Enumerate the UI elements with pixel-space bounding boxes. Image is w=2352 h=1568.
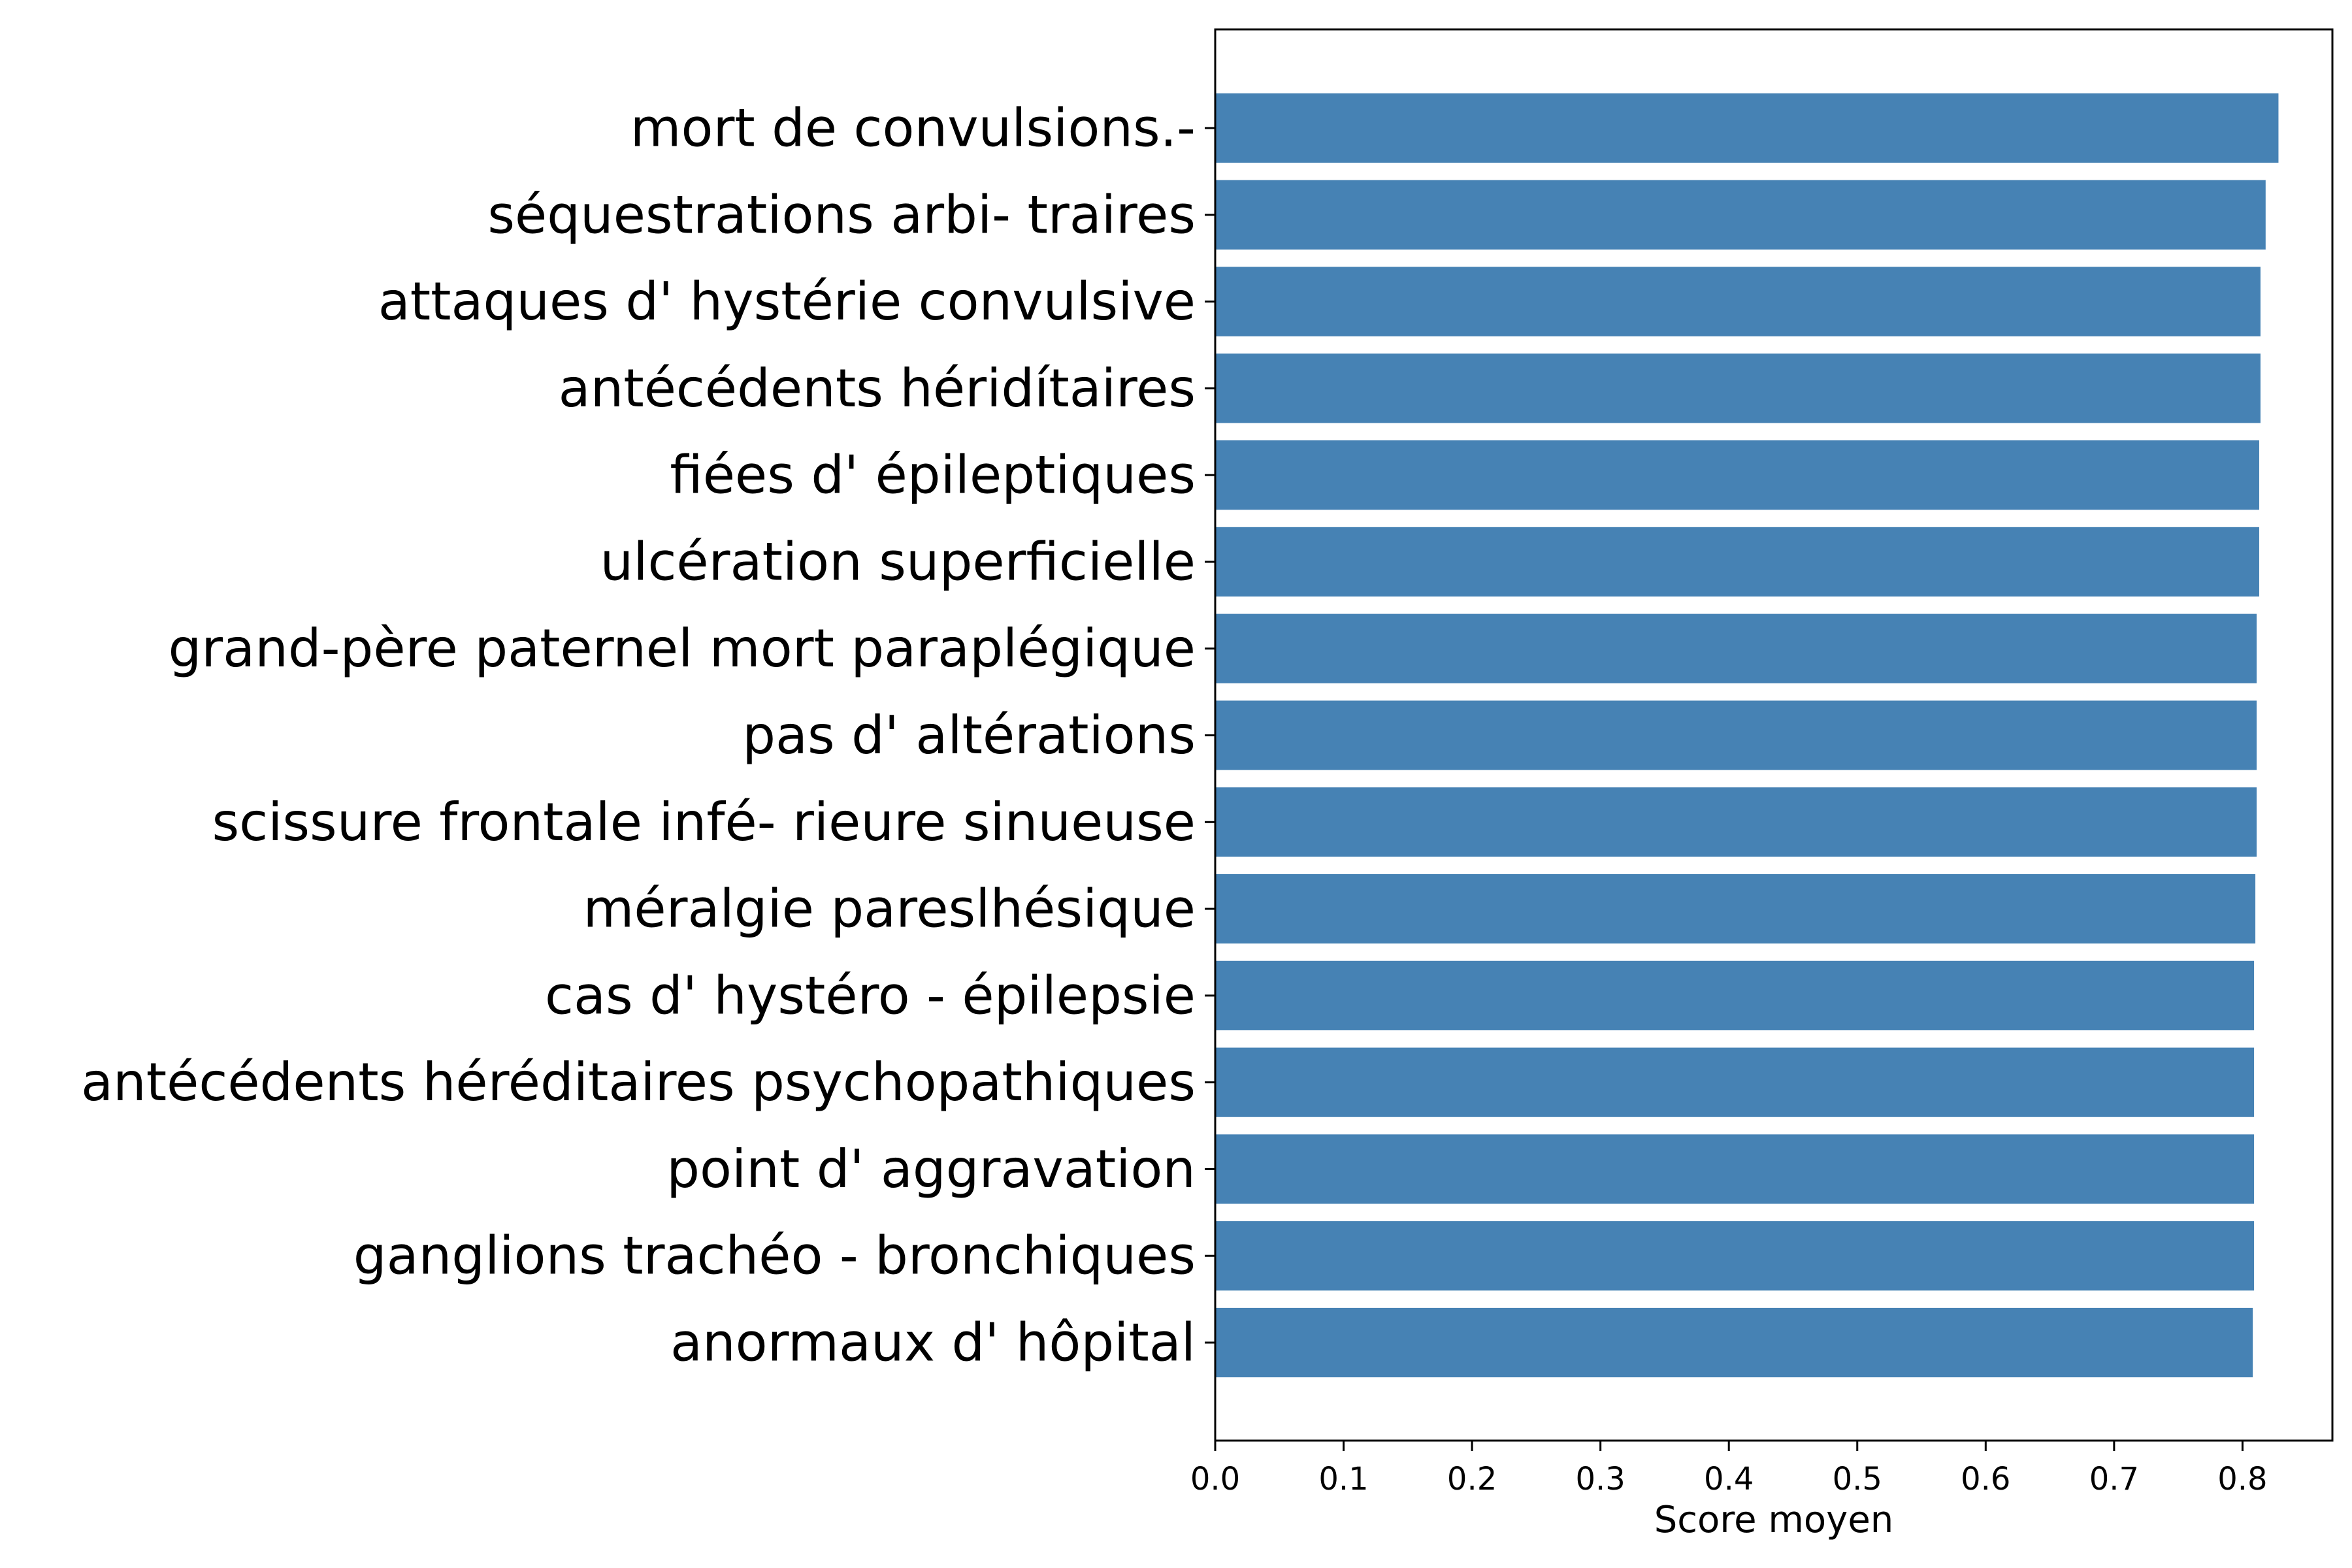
category-label: grand-père paternel mort paraplégique bbox=[169, 618, 1196, 679]
x-tick-label: 0.3 bbox=[1575, 1461, 1625, 1497]
category-label: ulcération superficielle bbox=[600, 531, 1196, 592]
category-label: ganglions trachéo - bronchiques bbox=[353, 1226, 1196, 1286]
category-label: attaques d' hystérie convulsive bbox=[378, 271, 1196, 332]
category-label: scissure frontale infé- rieure sinueuse bbox=[212, 792, 1196, 853]
category-label: antécédents héridítaires bbox=[559, 358, 1196, 419]
bar bbox=[1215, 1221, 2255, 1291]
x-ticks-group: 0.0 0.1 0.2 0.3 0.4 0.5 0.6 0.7 0.8 bbox=[1190, 1441, 2268, 1497]
x-tick-label: 0.8 bbox=[2217, 1461, 2267, 1497]
category-labels-group: mort de convulsions.- séquestrations arbi… bbox=[81, 98, 1196, 1373]
bar bbox=[1215, 787, 2257, 857]
category-label: fiées d' épileptiques bbox=[670, 445, 1196, 506]
bar bbox=[1215, 874, 2256, 944]
category-label: pas d' altérations bbox=[742, 705, 1196, 766]
x-axis-label: Score moyen bbox=[1654, 1499, 1894, 1541]
bar bbox=[1215, 180, 2266, 250]
category-label: antécédents héréditaires psychopathiques bbox=[81, 1052, 1196, 1113]
category-label: méralgie pareslhésique bbox=[583, 879, 1196, 939]
y-tick-marks-group bbox=[1205, 127, 1215, 1344]
bar bbox=[1215, 700, 2257, 770]
x-tick-label: 0.2 bbox=[1447, 1461, 1497, 1497]
category-label: point d' aggravation bbox=[666, 1139, 1196, 1200]
x-tick-label: 0.4 bbox=[1704, 1461, 1754, 1497]
bar bbox=[1215, 93, 2279, 163]
bar bbox=[1215, 440, 2259, 510]
plot-frame bbox=[1214, 28, 2334, 1442]
bar bbox=[1215, 1047, 2255, 1117]
x-tick-label: 0.0 bbox=[1190, 1461, 1240, 1497]
category-label: cas d' hystéro - épilepsie bbox=[545, 965, 1196, 1026]
bar bbox=[1215, 527, 2259, 597]
bar bbox=[1215, 267, 2261, 336]
bar bbox=[1215, 1307, 2253, 1378]
bar bbox=[1215, 1134, 2255, 1204]
bars-group bbox=[1215, 93, 2279, 1378]
x-tick-label: 0.7 bbox=[2089, 1461, 2139, 1497]
x-tick-label: 0.5 bbox=[1833, 1461, 1882, 1497]
bar bbox=[1215, 960, 2255, 1030]
x-tick-label: 0.6 bbox=[1961, 1461, 2010, 1497]
bar bbox=[1215, 353, 2261, 423]
x-tick-label: 0.1 bbox=[1318, 1461, 1368, 1497]
category-label: séquestrations arbi- traires bbox=[487, 184, 1196, 245]
category-label: anormaux d' hôpital bbox=[670, 1313, 1196, 1373]
bar bbox=[1215, 613, 2257, 683]
category-label: mort de convulsions.- bbox=[630, 98, 1196, 159]
